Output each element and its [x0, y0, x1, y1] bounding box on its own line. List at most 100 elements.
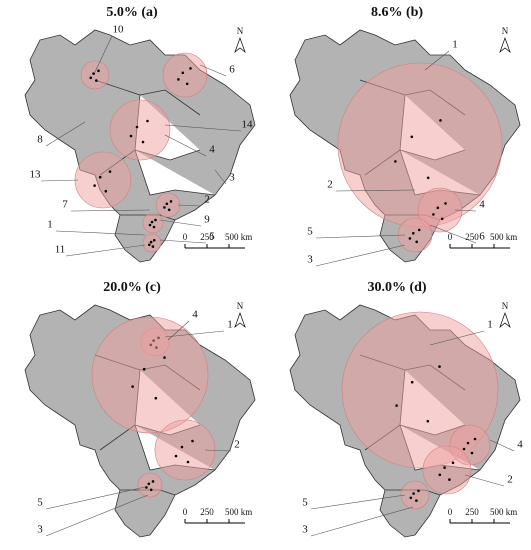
- cluster-label: 11: [55, 244, 66, 256]
- site-dot: [150, 220, 154, 224]
- cluster-circle: [417, 187, 463, 233]
- site-dot: [440, 217, 444, 221]
- site-dot: [146, 119, 149, 123]
- leader-line: [55, 230, 146, 236]
- leader-line: [159, 219, 202, 227]
- cluster-label: 3: [229, 172, 235, 184]
- site-dot: [149, 240, 153, 244]
- cluster-label: 13: [30, 169, 42, 181]
- leader-line: [315, 234, 406, 239]
- site-dot: [181, 71, 185, 75]
- site-dot: [415, 240, 418, 244]
- cluster-label: 5: [37, 497, 43, 509]
- site-dot: [131, 385, 134, 388]
- cluster-label: 8: [37, 134, 43, 146]
- site-dot: [448, 478, 451, 481]
- site-dot: [412, 232, 415, 235]
- cluster-label: 2: [204, 194, 210, 206]
- cluster-label: 4: [192, 309, 198, 321]
- site-dot: [186, 460, 190, 464]
- leader-line: [45, 486, 146, 510]
- cluster-label: 2: [234, 439, 240, 451]
- cluster-label: 4: [209, 144, 215, 156]
- north-arrow: [234, 311, 246, 329]
- scale-label: 0: [183, 507, 188, 517]
- leader-line: [159, 239, 207, 244]
- site-dot: [92, 72, 95, 75]
- site-dot: [145, 486, 148, 489]
- map-panel: 20.0% (c) 4 1 2 5 3 N 0 250 500 km: [24, 280, 256, 538]
- cluster-label: 4: [479, 199, 485, 211]
- leader-line: [164, 124, 242, 132]
- cluster-circle: [155, 192, 181, 218]
- scale-label: 500 km: [225, 507, 252, 517]
- leader-line: [429, 224, 477, 244]
- leader-line: [70, 209, 151, 212]
- site-dot: [191, 439, 194, 443]
- site-dot: [394, 160, 397, 163]
- site-dot: [93, 184, 96, 187]
- leader-line: [454, 209, 477, 212]
- site-dot: [436, 206, 440, 210]
- site-dot: [412, 492, 415, 495]
- north-label: N: [502, 301, 509, 311]
- site-dot: [410, 380, 414, 384]
- site-dot: [151, 245, 155, 248]
- panel-title: 20.0% (c): [103, 280, 161, 295]
- cluster-label: 2: [327, 179, 333, 191]
- scale-label: 0: [448, 232, 453, 242]
- cluster-circle: [400, 480, 430, 510]
- leader-line: [94, 35, 113, 73]
- leader-line: [214, 169, 227, 185]
- site-dot: [167, 208, 171, 212]
- cluster-circle: [154, 419, 216, 481]
- cluster-label: 3: [302, 524, 308, 536]
- north-label: N: [237, 301, 244, 311]
- site-dot: [189, 67, 192, 70]
- site-dot: [395, 404, 398, 407]
- scale-label: 250: [465, 507, 479, 517]
- leader-line: [45, 121, 86, 147]
- site-dot: [152, 239, 156, 242]
- site-dot: [438, 365, 441, 368]
- site-dot: [443, 466, 446, 469]
- leader-line: [464, 474, 505, 487]
- leader-line: [45, 494, 149, 537]
- site-dot: [108, 170, 112, 173]
- scale-label: 250: [200, 232, 214, 242]
- cluster-circle: [142, 212, 164, 234]
- panel-title: 8.6% (b): [371, 5, 423, 20]
- site-dot: [462, 447, 466, 451]
- north-label: N: [237, 26, 244, 36]
- leader-line: [204, 449, 232, 452]
- leader-line: [310, 506, 414, 537]
- site-dot: [129, 134, 133, 138]
- scale-label: 500 km: [225, 232, 252, 242]
- map-panel: 30.0% (d) 1 4 2 5 3 N 0 250 500 km: [289, 280, 523, 538]
- site-dot: [165, 202, 169, 206]
- site-dot: [95, 79, 98, 82]
- site-dot: [438, 473, 442, 477]
- panel-title: 30.0% (d): [367, 280, 426, 295]
- cluster-label: 5: [307, 226, 313, 238]
- leader-line: [335, 189, 416, 192]
- scale-label: 0: [183, 232, 188, 242]
- site-dot: [466, 441, 470, 445]
- leader-line: [310, 494, 406, 510]
- site-dot: [147, 482, 151, 486]
- leader-line: [315, 244, 406, 267]
- cluster-label: 9: [204, 214, 210, 226]
- site-dot: [151, 480, 155, 483]
- site-dot: [163, 356, 166, 359]
- site-dot: [135, 125, 139, 129]
- scale-label: 250: [200, 507, 214, 517]
- leader-line: [489, 439, 515, 452]
- site-dot: [104, 189, 108, 193]
- north-arrow: [499, 311, 511, 329]
- site-dot: [148, 223, 152, 227]
- leader-line: [40, 179, 79, 182]
- site-dot: [417, 228, 421, 232]
- map-panel: 8.6% (b) 1 2 4 5 6 3 N 0 250 500 km: [289, 5, 521, 267]
- cluster-label: 7: [62, 199, 68, 211]
- site-dot: [451, 461, 455, 465]
